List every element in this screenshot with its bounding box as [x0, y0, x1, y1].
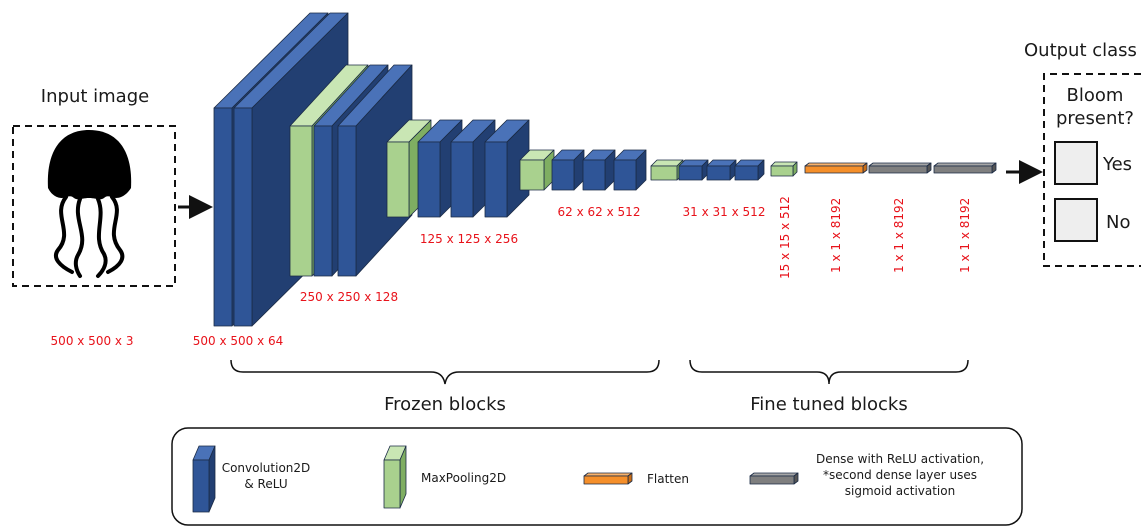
dense-layer-2 [933, 162, 997, 174]
legend-pool-icon [383, 445, 407, 509]
block5-dims-label: 31 x 31 x 512 [683, 205, 766, 219]
legend-dense-label-line3: sigmoid activation [845, 484, 955, 498]
fine-tuned-blocks-brace [689, 359, 969, 385]
legend-conv-label-line1: Convolution2D [222, 461, 311, 475]
frozen-blocks-brace [230, 359, 660, 385]
conv-layer-3c [484, 119, 530, 218]
block2-dims-label: 250 x 250 x 128 [300, 290, 398, 304]
block4-dims-label: 62 x 62 x 512 [558, 205, 641, 219]
block3-dims-label: 125 x 125 x 256 [420, 232, 518, 246]
conv-layer-4c [613, 149, 647, 191]
legend-flatten-icon [583, 472, 633, 485]
legend-icons [192, 445, 799, 513]
yes-label: Yes [1102, 154, 1132, 175]
jellyfish-icon [47, 130, 132, 278]
bloom-question-line1: Bloom [1067, 85, 1124, 106]
input-image-title: Input image [41, 86, 149, 107]
conv-layer-5c [734, 159, 765, 181]
legend-flatten-label: Flatten [647, 472, 689, 486]
input-dims-label: 500 x 500 x 3 [51, 334, 134, 348]
no-label: No [1106, 212, 1130, 233]
pool5-dims-label: 15 x 15 x 512 [778, 196, 792, 279]
pool-layer-3 [519, 149, 555, 191]
flatten-dims-label: 1 x 1 x 8192 [829, 198, 843, 273]
conv-layer-4b [582, 149, 616, 191]
conv-layer-5b [706, 159, 737, 181]
pool-layer-5 [770, 161, 798, 177]
legend-dense-icon [749, 472, 799, 485]
conv-layer-4a [551, 149, 585, 191]
no-checkbox[interactable] [1054, 198, 1098, 242]
block1-dims-label: 500 x 500 x 64 [193, 334, 284, 348]
dense2-dims-label: 1 x 1 x 8192 [958, 198, 972, 273]
output-class-title: Output class [1024, 40, 1137, 61]
legend-dense-label-line1: Dense with ReLU activation, [816, 452, 984, 466]
pool-layer-4 [650, 159, 684, 181]
yes-checkbox[interactable] [1054, 141, 1098, 185]
conv-layer-5a [678, 159, 709, 181]
output-class-box [1043, 73, 1141, 267]
conv-layer-2b [337, 64, 413, 277]
legend-conv-icon [192, 445, 216, 513]
bloom-question-line2: present? [1056, 108, 1134, 129]
dense1-dims-label: 1 x 1 x 8192 [892, 198, 906, 273]
fine-tuned-blocks-label: Fine tuned blocks [750, 394, 907, 415]
legend-conv-label-line2: & ReLU [244, 477, 287, 491]
flatten-layer [804, 162, 868, 174]
dense-layer-1 [868, 162, 932, 174]
frozen-blocks-label: Frozen blocks [384, 394, 506, 415]
legend-dense-label-line2: *second dense layer uses [823, 468, 977, 482]
input-image-box [12, 125, 176, 287]
legend-pool-label: MaxPooling2D [421, 471, 506, 485]
layer-blocks [213, 12, 997, 327]
